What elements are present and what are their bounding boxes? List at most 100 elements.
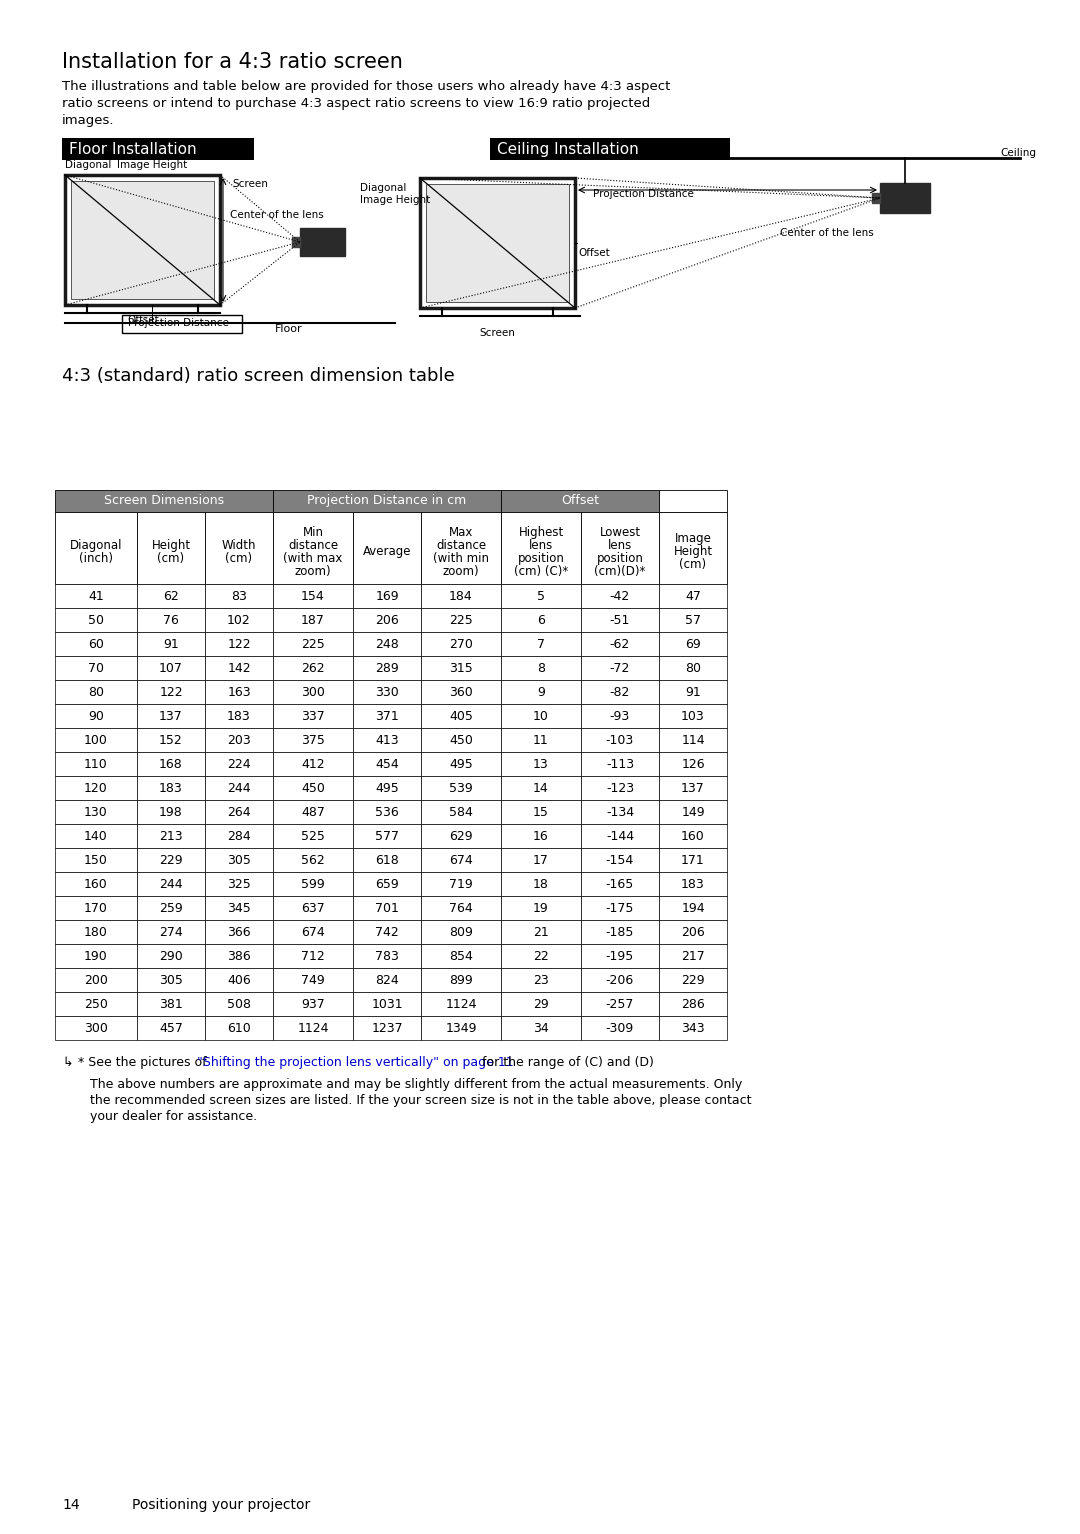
Bar [137,920,205,943]
Bar [65,175,220,305]
Bar [421,776,501,801]
Bar [501,632,581,657]
Bar [205,968,273,992]
Text: 80: 80 [685,663,701,675]
Text: 286: 286 [681,999,705,1011]
Bar [581,871,659,896]
Text: 120: 120 [84,782,108,795]
Text: (cm)(D)*: (cm)(D)* [594,565,646,578]
Bar [421,512,501,584]
Bar [55,848,137,871]
Text: 405: 405 [449,710,473,723]
Text: Screen: Screen [480,328,515,337]
Bar [137,776,205,801]
Bar [581,801,659,824]
Bar [353,943,421,968]
Bar [353,584,421,607]
Bar [659,848,727,871]
Text: -185: -185 [606,927,634,939]
Bar [501,752,581,776]
Text: 114: 114 [681,733,705,747]
Text: 160: 160 [84,877,108,891]
Text: -82: -82 [610,686,631,700]
Text: (with max: (with max [283,552,342,565]
Text: 454: 454 [375,758,399,772]
Text: (cm) (C)*: (cm) (C)* [514,565,568,578]
Text: 629: 629 [449,830,473,844]
Bar [62,138,254,160]
Text: 83: 83 [231,591,247,603]
Bar [501,607,581,632]
Bar [501,1016,581,1040]
Bar [205,801,273,824]
Bar [137,512,205,584]
Text: 169: 169 [375,591,399,603]
Bar [137,1016,205,1040]
Bar [300,229,345,256]
Text: 183: 183 [159,782,183,795]
Bar [581,584,659,607]
Bar [273,729,353,752]
Text: 4:3 (standard) ratio screen dimension table: 4:3 (standard) ratio screen dimension ta… [62,367,455,385]
Text: 412: 412 [301,758,325,772]
Text: Average: Average [363,545,411,558]
Bar [273,584,353,607]
Text: 345: 345 [227,902,251,914]
Text: 149: 149 [681,805,705,819]
Bar [353,512,421,584]
Text: 13: 13 [534,758,549,772]
Bar [581,729,659,752]
Bar [353,657,421,680]
Text: Offset: Offset [127,314,159,325]
Bar [353,1016,421,1040]
Bar [659,584,727,607]
Text: 107: 107 [159,663,183,675]
Text: images.: images. [62,114,114,127]
Bar [55,729,137,752]
Bar [872,193,880,202]
Text: 180: 180 [84,927,108,939]
Bar [581,680,659,704]
Bar [421,824,501,848]
Text: 259: 259 [159,902,183,914]
Text: 160: 160 [681,830,705,844]
Bar [421,896,501,920]
Bar [421,607,501,632]
Text: 142: 142 [227,663,251,675]
Bar [55,920,137,943]
Text: 130: 130 [84,805,108,819]
Bar [420,178,575,308]
Text: Height: Height [674,545,713,558]
Text: 337: 337 [301,710,325,723]
Text: 47: 47 [685,591,701,603]
Text: 577: 577 [375,830,399,844]
Text: -42: -42 [610,591,630,603]
Bar [659,632,727,657]
Bar [353,968,421,992]
Text: Projection Distance: Projection Distance [593,189,693,199]
Text: * See the pictures of: * See the pictures of [78,1055,211,1069]
Text: 610: 610 [227,1022,251,1035]
Text: 325: 325 [227,877,251,891]
Bar [55,871,137,896]
Bar [137,632,205,657]
Text: 163: 163 [227,686,251,700]
Text: 250: 250 [84,999,108,1011]
Bar [55,680,137,704]
Text: 824: 824 [375,974,399,986]
Text: Projection Distance in cm: Projection Distance in cm [308,494,467,508]
Text: 270: 270 [449,638,473,650]
Bar [353,680,421,704]
Text: The illustrations and table below are provided for those users who already have : The illustrations and table below are pr… [62,80,671,94]
Bar [55,992,137,1016]
Text: Width: Width [221,538,256,552]
Text: 289: 289 [375,663,399,675]
Text: 187: 187 [301,614,325,627]
Text: 1124: 1124 [297,1022,328,1035]
Text: for the range of (C) and (D): for the range of (C) and (D) [477,1055,653,1069]
Text: -51: -51 [610,614,631,627]
Bar [421,1016,501,1040]
Bar [593,176,723,192]
Text: 366: 366 [227,927,251,939]
Text: -123: -123 [606,782,634,795]
